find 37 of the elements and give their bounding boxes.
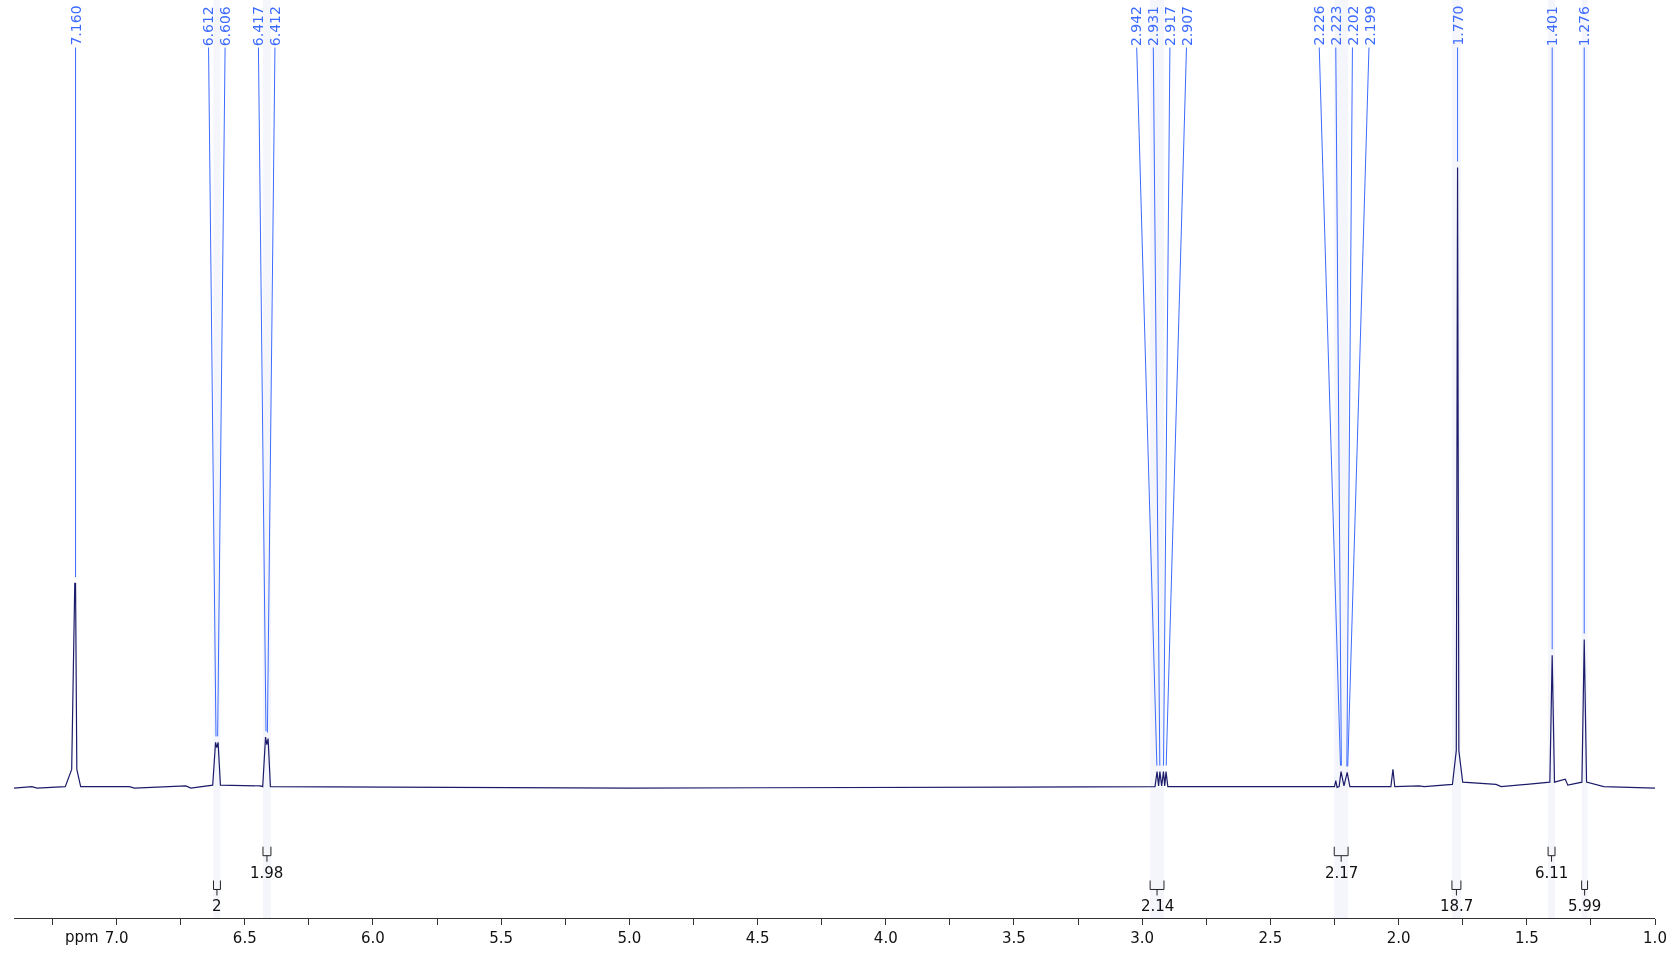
annotation: 6.606 [217,6,234,47]
band-label: 2.17 [1325,864,1359,882]
annotation: 1.276 [1576,6,1593,47]
annotation: 2.226 [1310,5,1327,46]
annotation: 2.942 [1128,6,1145,47]
band-label: 18.7 [1440,897,1474,915]
annotation: 2.223 [1327,5,1344,46]
x-tick-label: 5.5 [489,929,514,947]
band-label: 5.99 [1568,897,1602,915]
x-tick-label: 1.5 [1514,929,1539,947]
band-label: 6.11 [1535,864,1569,882]
annotation: 2.199 [1361,5,1378,46]
band-label: 2.14 [1141,897,1175,915]
x-tick-label: 7.0 [104,929,129,947]
band-label: 1.98 [250,864,284,882]
x-tick-label: 1.0 [1643,929,1667,947]
x-tick-label: 2.0 [1386,929,1411,947]
annotation: 6.417 [250,6,267,47]
x-tick-label: 6.5 [232,929,257,947]
annotation: 7.160 [67,5,84,46]
annotation: 1.770 [1449,5,1466,46]
x-tick-label: 5.0 [617,929,642,947]
x-tick-label: 3.5 [1002,929,1026,947]
annotation: 6.412 [267,6,284,47]
annotation: 2.931 [1145,6,1162,47]
x-axis-title: ppm [65,928,99,946]
annotation: 1.401 [1544,6,1561,47]
annotation: 2.917 [1162,6,1179,47]
x-tick-label: 3.0 [1130,929,1155,947]
x-tick-label: 2.5 [1258,929,1283,947]
x-tick-label: 4.5 [745,929,770,947]
annotation: 2.907 [1179,6,1196,47]
x-tick-label: 6.0 [361,929,385,947]
x-tick-label: 4.0 [873,929,898,947]
band-label: 2 [212,897,222,915]
annotation: 6.612 [200,6,217,47]
annotation: 2.202 [1344,5,1361,46]
